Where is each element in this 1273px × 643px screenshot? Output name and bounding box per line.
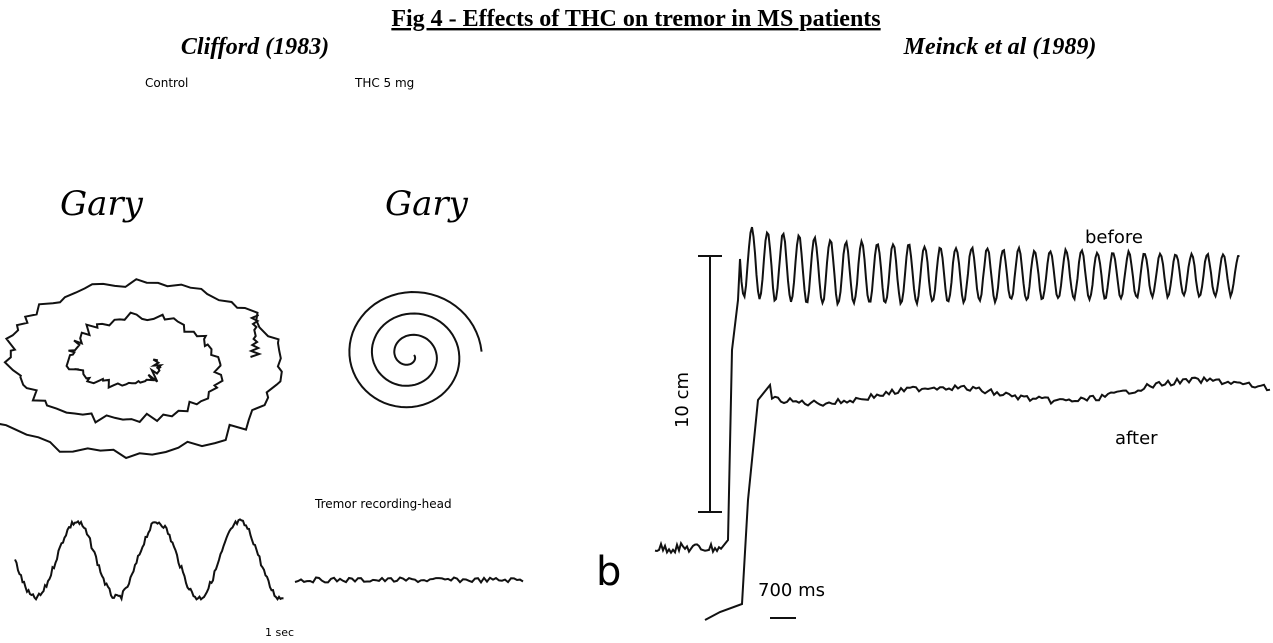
before-label: before xyxy=(1085,227,1143,248)
thc-trace xyxy=(295,578,523,583)
right-time-scale: 700 ms xyxy=(758,580,825,601)
panel-letter: b xyxy=(596,549,621,595)
left-time-scale: 1 sec xyxy=(265,626,294,639)
title: Fig 4 - Effects of THC on tremor in MS p… xyxy=(391,6,880,32)
tremor-trace xyxy=(15,519,284,599)
spiral-tail xyxy=(251,315,260,357)
figure: Fig 4 - Effects of THC on tremor in MS p… xyxy=(0,0,1273,643)
thc-signature: Gary xyxy=(385,184,469,224)
spiral xyxy=(349,292,481,407)
control-signature: Gary xyxy=(60,184,144,224)
tremor-spiral xyxy=(0,279,282,458)
left-subtitle: Clifford (1983) xyxy=(181,34,329,60)
after-label: after xyxy=(1115,428,1158,449)
amplitude-scale: 10 cm xyxy=(672,372,693,428)
control-label: Control xyxy=(145,76,188,90)
right-subtitle: Meinck et al (1989) xyxy=(903,34,1097,60)
thc-label: THC 5 mg xyxy=(354,76,414,90)
drawings xyxy=(0,227,1270,620)
recording-label: Tremor recording-head xyxy=(314,497,452,511)
